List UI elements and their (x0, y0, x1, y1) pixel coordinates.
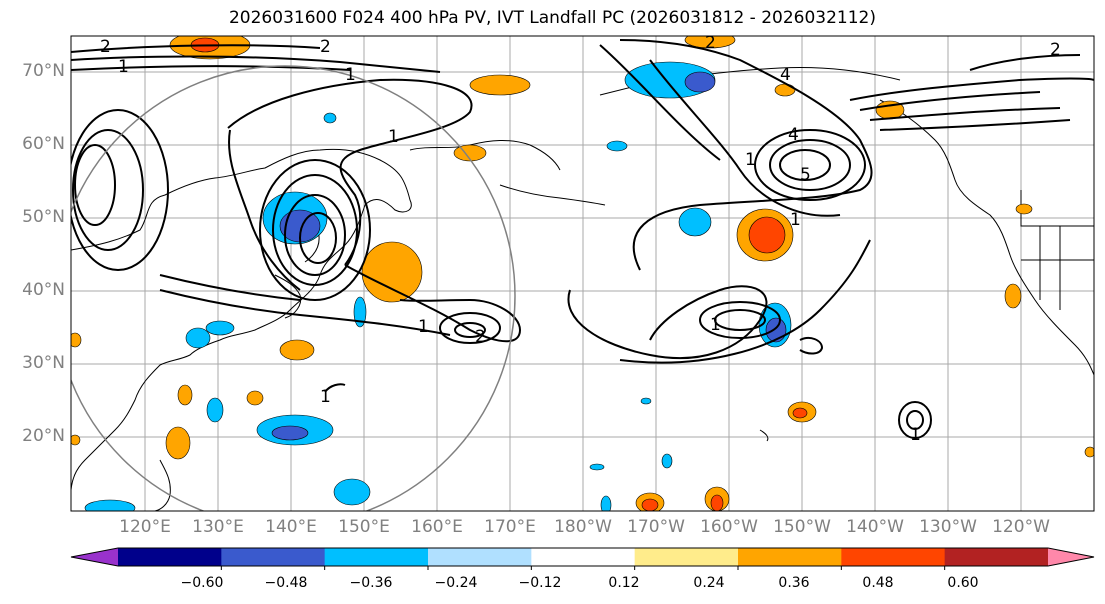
ivt-contours (71, 39, 1094, 439)
colorbar-segment (634, 548, 739, 566)
colorbar-tick-label: −0.48 (264, 575, 308, 591)
lat-label: 70°N (22, 61, 65, 81)
colorbar-segment (118, 548, 222, 566)
contour-label: 1 (118, 57, 129, 77)
colorbar-outline (70, 547, 1095, 567)
lon-label: 150°W (773, 517, 831, 537)
colorbar-segment (841, 548, 946, 566)
lon-label: 130°E (192, 517, 244, 537)
contour-label: 2 (320, 37, 331, 57)
contour-label: 1 (388, 127, 399, 147)
colorbar-segment (221, 548, 326, 566)
colorbar-tick-label: 0.24 (693, 575, 725, 591)
colorbar (70, 547, 1095, 570)
contour-label: 1 (910, 425, 921, 445)
colorbar-segment (738, 548, 842, 566)
colorbar-segment (324, 548, 429, 566)
colorbar-tick-label: −0.12 (518, 575, 562, 591)
lat-label: 20°N (22, 426, 65, 446)
lon-label: 120°E (119, 517, 171, 537)
lon-label: 140°E (265, 517, 317, 537)
lon-label: 170°E (484, 517, 536, 537)
colorbar-tick-label: 0.36 (778, 575, 810, 591)
colorbar-extend-right (1048, 548, 1094, 566)
contour-label: 1 (745, 150, 756, 170)
colorbar-tick-label: −0.24 (434, 575, 478, 591)
lat-label: 40°N (22, 280, 65, 300)
contour-label: 4 (780, 65, 791, 85)
colorbar-tick-label: −0.36 (349, 575, 393, 591)
colorbar-tick-label: 0.12 (608, 575, 640, 591)
lat-label: 50°N (22, 207, 65, 227)
map-title: 2026031600 F024 400 hPa PV, IVT Landfall… (228, 8, 876, 28)
lon-label: 170°W (627, 517, 685, 537)
lon-label: 150°E (338, 517, 390, 537)
contour-label: 2 (1050, 40, 1061, 60)
lon-label: 140°W (846, 517, 904, 537)
lon-label: 180°W (554, 517, 612, 537)
contour-label: 5 (800, 165, 811, 185)
colorbar-tick-label: −0.60 (180, 575, 224, 591)
contour-label: 1 (710, 315, 721, 335)
colorbar-tick-label: 0.48 (862, 575, 894, 591)
lon-label: 160°E (411, 517, 463, 537)
lon-label: 130°W (919, 517, 977, 537)
pv-shading (71, 36, 1094, 511)
landfall-radius-circle (71, 65, 516, 511)
colorbar-tick-label: 0.60 (947, 575, 979, 591)
colorbar-segment (944, 548, 1049, 566)
contour-label: 2 (100, 37, 111, 57)
contour-label: 1 (418, 317, 429, 337)
lon-label: 160°W (700, 517, 758, 537)
colorbar-segment (428, 548, 532, 566)
contour-label: 1 (790, 210, 801, 230)
contour-label-group: 1 2 1 1 1 2 2 4 4 5 2 2 1 1 1 1 1 (100, 33, 1061, 445)
lat-label: 30°N (22, 353, 65, 373)
contour-label: 1 (320, 387, 331, 407)
lon-label: 120°W (992, 517, 1050, 537)
colorbar-segment (531, 548, 636, 566)
plot-frame (70, 35, 1095, 512)
contour-label: 1 (345, 65, 356, 85)
contour-label: 4 (788, 125, 799, 145)
contour-label: 2 (475, 327, 486, 347)
colorbar-extend-left (71, 548, 118, 566)
lat-label: 60°N (22, 134, 65, 154)
contour-label: 2 (705, 33, 716, 53)
